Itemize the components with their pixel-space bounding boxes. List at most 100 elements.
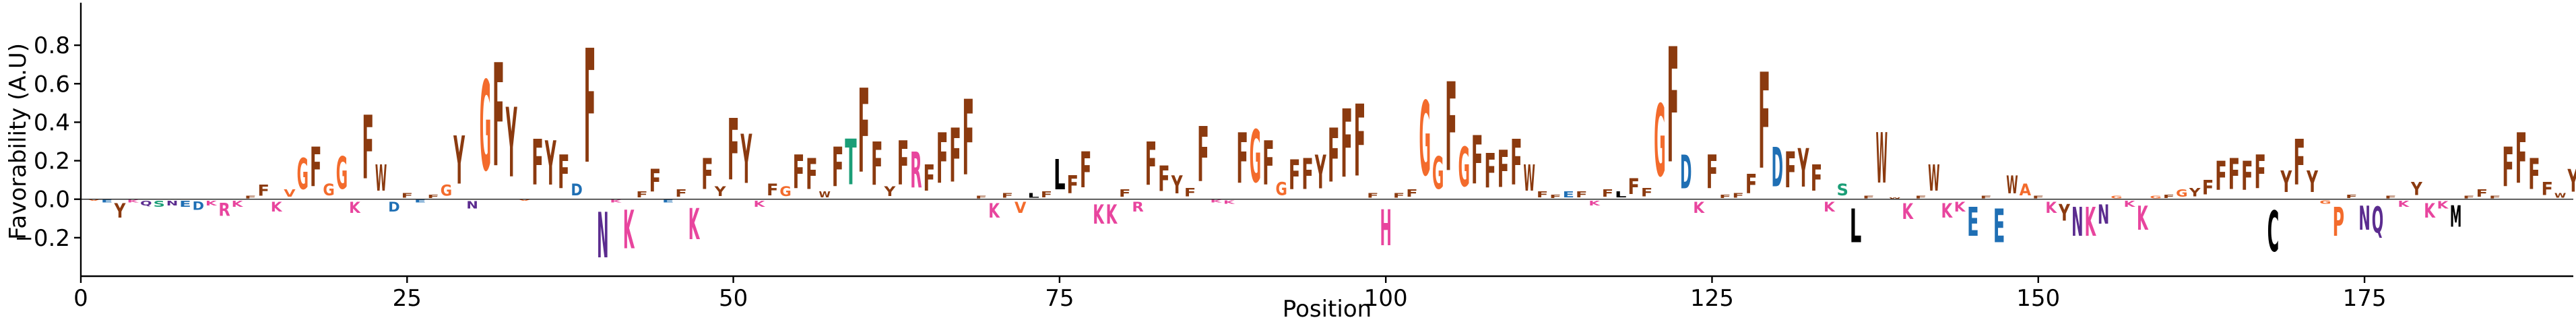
logo-letter-G: G xyxy=(1275,179,1287,199)
logo-letter-F: F xyxy=(767,180,778,199)
logo-letter-G: G xyxy=(1250,115,1261,199)
logo-letter-F: F xyxy=(584,17,595,199)
y-tick-label: 0.2 xyxy=(34,148,70,175)
logo-letter-Y: Y xyxy=(2567,163,2576,199)
x-tick-label: 50 xyxy=(719,285,748,312)
logo-letter-G: G xyxy=(1432,148,1444,199)
logo-letter-F: F xyxy=(2385,195,2396,199)
logo-letter-F: F xyxy=(427,194,439,199)
logo-letter-K: K xyxy=(2085,200,2097,246)
logo-letter-D: D xyxy=(1680,146,1692,199)
logo-letter-F: F xyxy=(675,188,686,199)
logo-letter-K: K xyxy=(127,199,139,203)
x-tick-label: 75 xyxy=(1045,285,1074,312)
logo-letter-T: T xyxy=(845,127,857,200)
logo-letter-K: K xyxy=(1824,199,1836,215)
x-tick-label: 150 xyxy=(2016,285,2060,312)
logo-letter-F: F xyxy=(1863,195,1874,199)
logo-letter-F: F xyxy=(1784,141,1796,199)
logo-letter-F: F xyxy=(401,191,413,199)
logo-letter-F: F xyxy=(1811,157,1822,199)
logo-letter-M: M xyxy=(2450,199,2461,234)
logo-letter-F: F xyxy=(949,112,961,199)
logo-letter-K: K xyxy=(1588,199,1601,207)
logo-letter-N: N xyxy=(466,199,478,211)
logo-letter-N: N xyxy=(2071,200,2083,246)
logo-letter-F: F xyxy=(636,189,647,199)
logo-letter-F: F xyxy=(2293,127,2305,200)
logo-letter-F: F xyxy=(1471,123,1483,199)
logo-letter-F: F xyxy=(1719,194,1731,199)
logo-letter-F: F xyxy=(310,137,321,200)
logo-letter-F: F xyxy=(1354,84,1365,199)
logo-letter-F: F xyxy=(1341,90,1352,199)
logo-letter-V: V xyxy=(88,199,100,201)
logo-letter-F: F xyxy=(1158,158,1169,199)
logo-letter-Y: Y xyxy=(2410,179,2423,199)
logo-letter-Y: Y xyxy=(2280,165,2292,199)
logo-letter-G: G xyxy=(2111,195,2122,199)
logo-letter-P: P xyxy=(2333,199,2344,245)
logo-letter-E: E xyxy=(101,199,112,203)
logo-letter-F: F xyxy=(793,146,804,199)
logo-letter-F: F xyxy=(558,146,569,199)
logo-letter-H: H xyxy=(1380,199,1391,257)
logo-letter-L: L xyxy=(1615,189,1626,199)
logo-letter-Y: Y xyxy=(2189,186,2201,199)
y-tick-label: 0.0 xyxy=(34,187,70,214)
logo-letter-K: K xyxy=(2045,200,2057,217)
logo-letter-F: F xyxy=(2228,150,2240,199)
logo-letter-F: F xyxy=(1236,119,1248,199)
logo-letter-F: F xyxy=(1262,128,1274,199)
x-tick-label: 25 xyxy=(393,285,422,312)
logo-letter-F: F xyxy=(1537,189,1548,199)
y-tick-label: 0.6 xyxy=(34,71,70,98)
logo-letter-F: F xyxy=(2346,194,2357,199)
logo-letter-K: K xyxy=(271,199,283,215)
logo-letter-F: F xyxy=(1184,187,1196,200)
logo-letter-W: W xyxy=(2006,170,2018,199)
logo-letter-K: K xyxy=(2137,199,2149,238)
logo-letter-A: A xyxy=(2020,180,2032,199)
logo-letter-N: N xyxy=(2098,200,2109,230)
logo-letter-G: G xyxy=(441,183,452,199)
logo-letter-F: F xyxy=(492,35,504,199)
logo-letter-L: L xyxy=(1850,201,1861,254)
logo-letter-F: F xyxy=(1498,141,1509,199)
logo-letter-F: F xyxy=(1758,46,1770,199)
logo-letter-N: N xyxy=(166,199,178,207)
logo-letter-D: D xyxy=(193,199,204,214)
y-tick-label: 0.8 xyxy=(34,32,70,59)
logo-letter-W: W xyxy=(375,158,387,199)
logo-letter-G: G xyxy=(480,55,491,199)
logo-letter-F: F xyxy=(1510,127,1522,200)
logo-letter-G: G xyxy=(2176,188,2187,199)
logo-letter-Y: Y xyxy=(2058,199,2070,226)
logo-letter-W: W xyxy=(1876,119,1888,199)
logo-letter-F: F xyxy=(2215,153,2226,199)
logo-letter-E: E xyxy=(1993,200,2005,253)
logo-letter-K: K xyxy=(1902,200,1913,224)
logo-letter-K: K xyxy=(1223,199,1235,205)
logo-letter-G: G xyxy=(779,184,791,199)
logo-letter-G: G xyxy=(323,181,334,200)
logo-letter-K: K xyxy=(2397,200,2410,210)
y-tick-label: 0.4 xyxy=(34,109,70,136)
logo-letter-F: F xyxy=(2254,146,2265,199)
logo-letter-G: G xyxy=(297,150,309,200)
logo-letter-Y: Y xyxy=(545,128,557,199)
logo-letter-D: D xyxy=(1772,135,1783,199)
logo-letter-F: F xyxy=(1602,188,1613,199)
logo-letter-F: F xyxy=(1119,188,1130,199)
logo-letter-F: F xyxy=(532,127,543,200)
logo-letter-Y: Y xyxy=(1797,137,1809,199)
logo-letter-Y: Y xyxy=(740,122,752,200)
y-tick-label: −0.2 xyxy=(14,225,70,252)
logo-letter-F: F xyxy=(2463,195,2474,199)
logo-letter-F: F xyxy=(1549,194,1561,199)
logo-letter-F: F xyxy=(1745,168,1757,199)
logo-letter-R: R xyxy=(218,199,230,220)
logo-letter-F: F xyxy=(2202,177,2214,199)
logo-letter-K: K xyxy=(2437,200,2449,212)
